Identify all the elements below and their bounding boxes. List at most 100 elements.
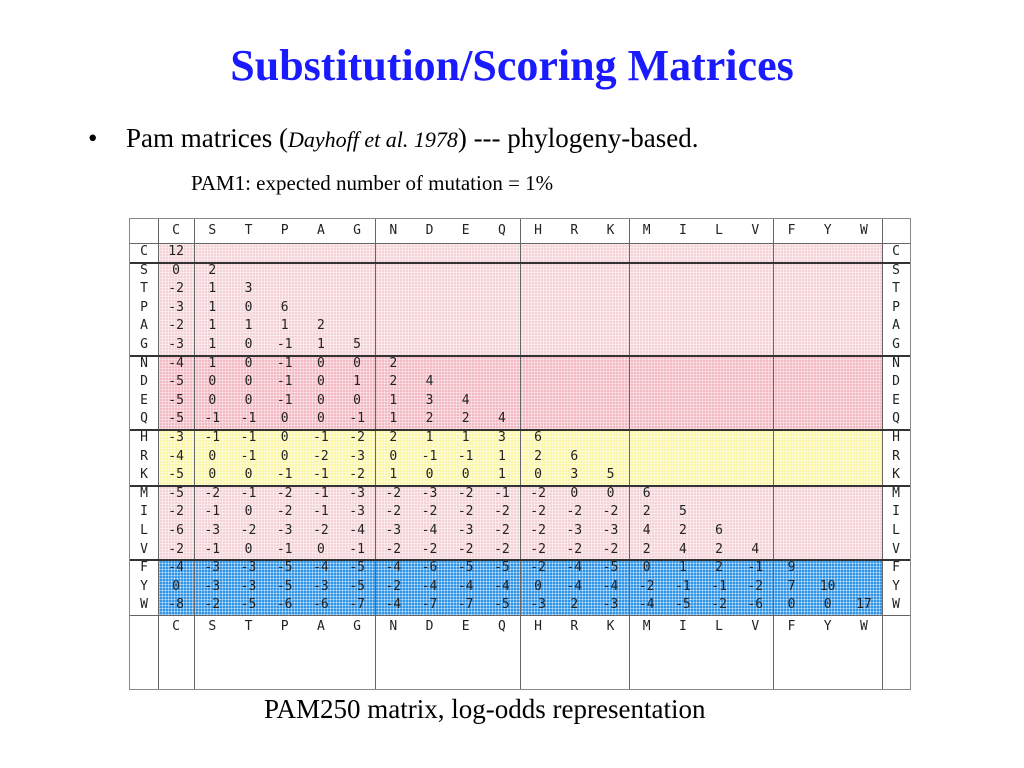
column-header: S: [208, 223, 217, 238]
row-label-right: G: [892, 337, 900, 352]
matrix-cell: -3: [204, 560, 221, 576]
column-header: H: [534, 223, 542, 238]
column-footer: Q: [497, 619, 506, 634]
matrix-cell: 4: [642, 523, 651, 538]
matrix-cell: 10: [819, 578, 836, 594]
row-label-right: L: [892, 523, 900, 538]
row-label-left: A: [140, 318, 148, 334]
matrix-cell: 1: [208, 318, 217, 334]
matrix-cell: -5: [240, 597, 257, 613]
row-label-left: F: [140, 560, 148, 576]
matrix-cell: 17: [856, 597, 872, 613]
row-label-left: I: [140, 504, 148, 520]
row-label-right: K: [892, 467, 900, 483]
matrix-cell: -2: [494, 541, 510, 557]
matrix-cell: -2: [602, 541, 619, 557]
matrix-cell: -3: [349, 448, 365, 464]
column-header: A: [316, 223, 325, 238]
matrix-cell: -3: [602, 597, 619, 613]
column-footer: W: [859, 619, 868, 634]
matrix-cell: -1: [313, 467, 329, 483]
matrix-cell: 2: [389, 430, 398, 445]
matrix-cell: -2: [602, 504, 619, 520]
column-footer: G: [353, 619, 361, 634]
matrix-cell: 2: [642, 504, 651, 520]
matrix-caption: PAM250 matrix, log-odds representation: [264, 694, 706, 724]
grid-line: [130, 485, 910, 487]
matrix-cell: -3: [204, 578, 221, 594]
column-footer: H: [534, 619, 542, 634]
column-header: N: [389, 223, 398, 238]
row-label-left: H: [140, 430, 148, 445]
matrix-cell: -2: [421, 541, 438, 557]
column-footer: R: [570, 619, 579, 634]
matrix-cell: -2: [276, 485, 293, 501]
row-label-right: N: [892, 355, 900, 371]
matrix-cell: 3: [244, 281, 253, 297]
matrix-cell: -1: [204, 411, 221, 427]
matrix-cell: -2: [494, 523, 510, 538]
matrix-cell: -3: [276, 523, 293, 538]
column-footer: A: [316, 619, 325, 634]
grid-line: [375, 219, 376, 689]
matrix-cell: -5: [494, 560, 510, 576]
matrix-cell: -2: [638, 578, 655, 594]
column-header: F: [787, 223, 796, 238]
matrix-cell: 0: [316, 374, 325, 390]
matrix-cell: -7: [349, 597, 365, 613]
matrix-cell: -2: [566, 504, 583, 520]
matrix-cell: 0: [172, 262, 180, 278]
matrix-cell: -3: [204, 523, 221, 538]
row-label-right: I: [892, 504, 900, 520]
matrix-cell: 2: [389, 355, 398, 371]
matrix-cell: 0: [316, 541, 325, 557]
matrix-cell: -1: [276, 355, 293, 371]
matrix-cell: -1: [240, 411, 257, 427]
row-label-right: S: [892, 262, 900, 278]
row-label-left: T: [140, 281, 148, 297]
matrix-cell: -2: [457, 485, 474, 501]
column-footer: N: [389, 619, 398, 634]
matrix-cell: 0: [353, 392, 361, 408]
matrix-cell: 5: [678, 504, 687, 520]
matrix-cell: -3: [566, 523, 583, 538]
matrix-cell: 2: [715, 560, 723, 576]
row-label-right: E: [892, 392, 900, 408]
matrix-cell: -6: [276, 597, 293, 613]
matrix-cell: -3: [349, 504, 365, 520]
matrix-cell: -5: [168, 392, 184, 408]
matrix-cell: -1: [204, 430, 221, 445]
row-label-right: A: [892, 318, 900, 334]
matrix-cell: -1: [675, 578, 691, 594]
column-header: Q: [497, 223, 506, 238]
matrix-cell: -2: [168, 504, 184, 520]
matrix-cell: 0: [280, 430, 289, 445]
matrix-cell: -3: [421, 485, 438, 501]
matrix-cell: 1: [497, 448, 506, 464]
matrix-cell: 2: [208, 262, 217, 278]
row-label-left: S: [140, 262, 148, 278]
matrix-cell: -4: [494, 578, 510, 594]
matrix-cell: 0: [823, 597, 832, 613]
matrix-cell: 0: [244, 374, 253, 390]
matrix-cell: 1: [389, 392, 398, 408]
matrix-cell: -1: [276, 541, 293, 557]
column-header: T: [244, 223, 253, 238]
column-footer: M: [642, 619, 651, 634]
matrix-cell: 0: [244, 355, 253, 371]
column-footer: C: [172, 619, 180, 634]
matrix-cell: -2: [168, 541, 184, 557]
row-label-left: Y: [140, 578, 148, 594]
matrix-cell: 6: [570, 448, 579, 464]
matrix-cell: -5: [349, 560, 365, 576]
column-header: D: [425, 223, 434, 238]
matrix-cell: -3: [240, 578, 257, 594]
matrix-cell: 6: [642, 485, 651, 501]
matrix-cell: 12: [168, 244, 184, 259]
column-footer: T: [244, 619, 253, 634]
grid-line: [130, 615, 910, 616]
matrix-cell: 0: [534, 578, 542, 594]
matrix-cell: -2: [530, 504, 546, 520]
matrix-cell: 9: [787, 560, 796, 576]
